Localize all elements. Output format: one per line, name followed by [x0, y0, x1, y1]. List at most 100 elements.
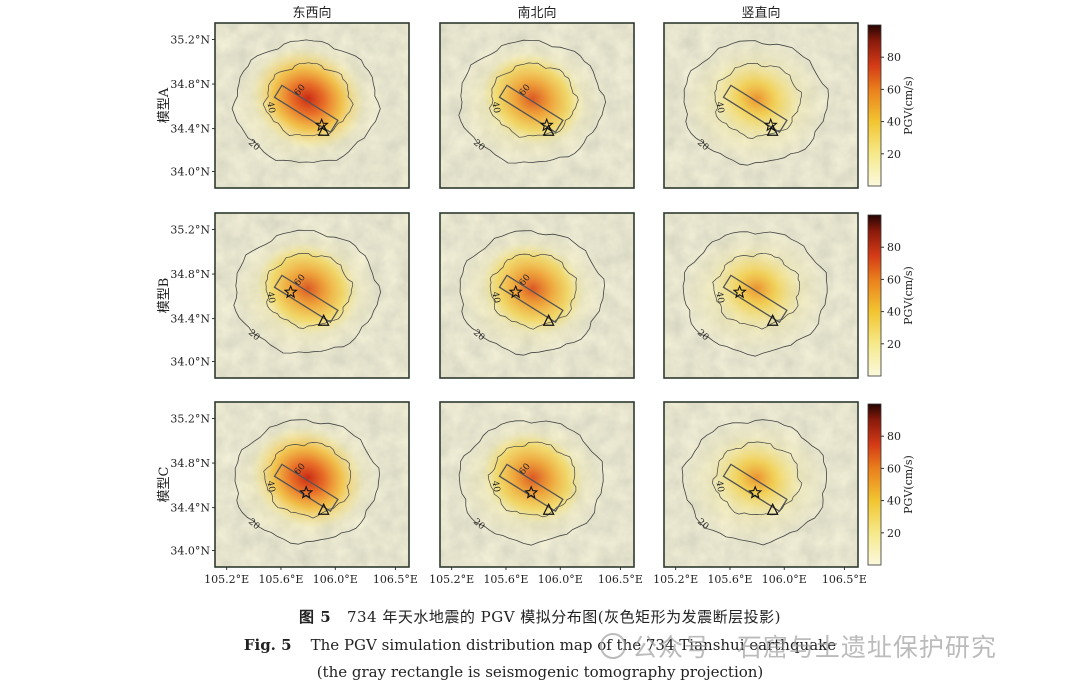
y-tick-label: 34.8°N — [170, 268, 210, 281]
panel-frame — [214, 212, 410, 379]
fault-rectangle — [722, 274, 788, 324]
panel-frame — [439, 401, 635, 568]
row-title: 模型B — [157, 278, 172, 314]
panel-frame — [663, 22, 859, 189]
contour-label-40: 40 — [489, 291, 501, 304]
city-triangle — [766, 502, 779, 515]
fault-rectangle — [722, 463, 788, 513]
watermark-text: 公众号 · 石窟与土遗址保护研究 — [632, 633, 997, 662]
city-triangle — [542, 313, 555, 326]
row-title: 模型A — [157, 87, 172, 123]
y-tick-label: 34.0°N — [170, 356, 210, 369]
contour-20 — [682, 231, 828, 357]
colorbar-tick-label: 40 — [887, 306, 901, 319]
contour-40 — [489, 62, 579, 138]
colorbar-tick-label: 80 — [887, 51, 901, 64]
colorbar — [867, 403, 882, 566]
fault-rectangle — [498, 84, 564, 134]
y-tick-label: 34.8°N — [170, 78, 210, 91]
wechat-icon — [600, 633, 626, 659]
colorbar-tick-label: 60 — [887, 462, 901, 475]
y-tick-label: 35.2°N — [170, 413, 210, 426]
fault-rectangle — [273, 274, 339, 324]
panel-frame — [663, 212, 859, 379]
contour-label-40: 40 — [489, 101, 501, 114]
contour-20 — [231, 39, 381, 163]
x-tick-label: 106.5°E — [598, 573, 643, 586]
y-tick-label: 34.4°N — [170, 313, 210, 326]
x-tick-label: 105.2°E — [429, 573, 474, 586]
y-tick-label: 35.2°N — [170, 34, 210, 47]
pgv-core — [711, 57, 803, 140]
colorbar — [867, 214, 882, 377]
colorbar-tick-label: 20 — [887, 527, 901, 540]
colorbar-tick-label: 40 — [887, 495, 901, 508]
fault-rectangle — [722, 84, 788, 134]
x-tick-label: 106.0°E — [313, 573, 358, 586]
caption-zh-text: 734 年天水地震的 PGV 模拟分布图(灰色矩形为发震断层投影) — [346, 608, 782, 626]
city-triangle — [542, 502, 555, 515]
epicentre-star — [299, 485, 314, 499]
city-triangle — [317, 502, 330, 515]
epicentre-star — [763, 117, 778, 132]
contour-label-40: 40 — [713, 291, 725, 304]
panel-frame — [439, 22, 635, 189]
x-tick-label: 106.0°E — [538, 573, 583, 586]
contour-20 — [681, 419, 828, 546]
pgv-core — [256, 242, 359, 335]
x-tick-label: 106.0°E — [762, 573, 807, 586]
fault-rectangle — [498, 463, 564, 513]
contour-label-40: 40 — [713, 101, 725, 114]
epicentre-star — [539, 117, 554, 132]
row-title: 模型C — [157, 466, 172, 502]
epicentre-star — [748, 485, 763, 499]
contour-label-40: 40 — [264, 101, 276, 114]
contour-20 — [458, 39, 607, 164]
x-tick-label: 105.6°E — [707, 573, 752, 586]
epicentre-star — [508, 284, 523, 299]
epicentre-star — [524, 485, 539, 499]
panel-frame — [439, 212, 635, 379]
contour-40 — [712, 253, 801, 330]
y-tick-label: 34.4°N — [170, 123, 210, 136]
colorbar-tick-label: 80 — [887, 430, 901, 443]
contour-20 — [233, 229, 382, 354]
x-tick-label: 105.6°E — [483, 573, 528, 586]
column-title: 竖直向 — [741, 5, 780, 21]
colorbar — [867, 24, 882, 187]
x-tick-label: 106.5°E — [822, 573, 867, 586]
y-tick-label: 34.8°N — [170, 457, 210, 470]
colorbar-tick-label: 60 — [887, 273, 901, 286]
y-tick-label: 35.2°N — [170, 224, 210, 237]
pgv-core — [481, 242, 584, 335]
panel-frame — [663, 401, 859, 568]
colorbar-tick-label: 20 — [887, 148, 901, 161]
epicentre-star — [314, 117, 329, 132]
contour-20 — [234, 419, 380, 545]
contour-label-40: 40 — [264, 480, 276, 493]
epicentre-star — [283, 284, 298, 299]
x-tick-label: 105.6°E — [258, 573, 303, 586]
x-tick-label: 106.5°E — [373, 573, 418, 586]
colorbar-label: PGV(cm/s) — [902, 455, 915, 514]
column-title: 南北向 — [517, 5, 556, 21]
contour-label-40: 40 — [489, 480, 501, 493]
y-tick-label: 34.0°N — [170, 545, 210, 558]
fault-rectangle — [273, 84, 339, 134]
contour-40 — [263, 442, 352, 519]
caption-zh-label: 图 5 — [298, 608, 332, 626]
city-triangle — [542, 123, 555, 136]
fault-rectangle — [273, 463, 339, 513]
caption-en-note-text: (the gray rectangle is seismogenic tomog… — [316, 663, 764, 681]
contour-20 — [459, 230, 605, 356]
contour-20 — [683, 40, 829, 166]
y-tick-label: 34.0°N — [170, 166, 210, 179]
colorbar-tick-label: 60 — [887, 83, 901, 96]
contour-label-40: 40 — [264, 291, 276, 304]
